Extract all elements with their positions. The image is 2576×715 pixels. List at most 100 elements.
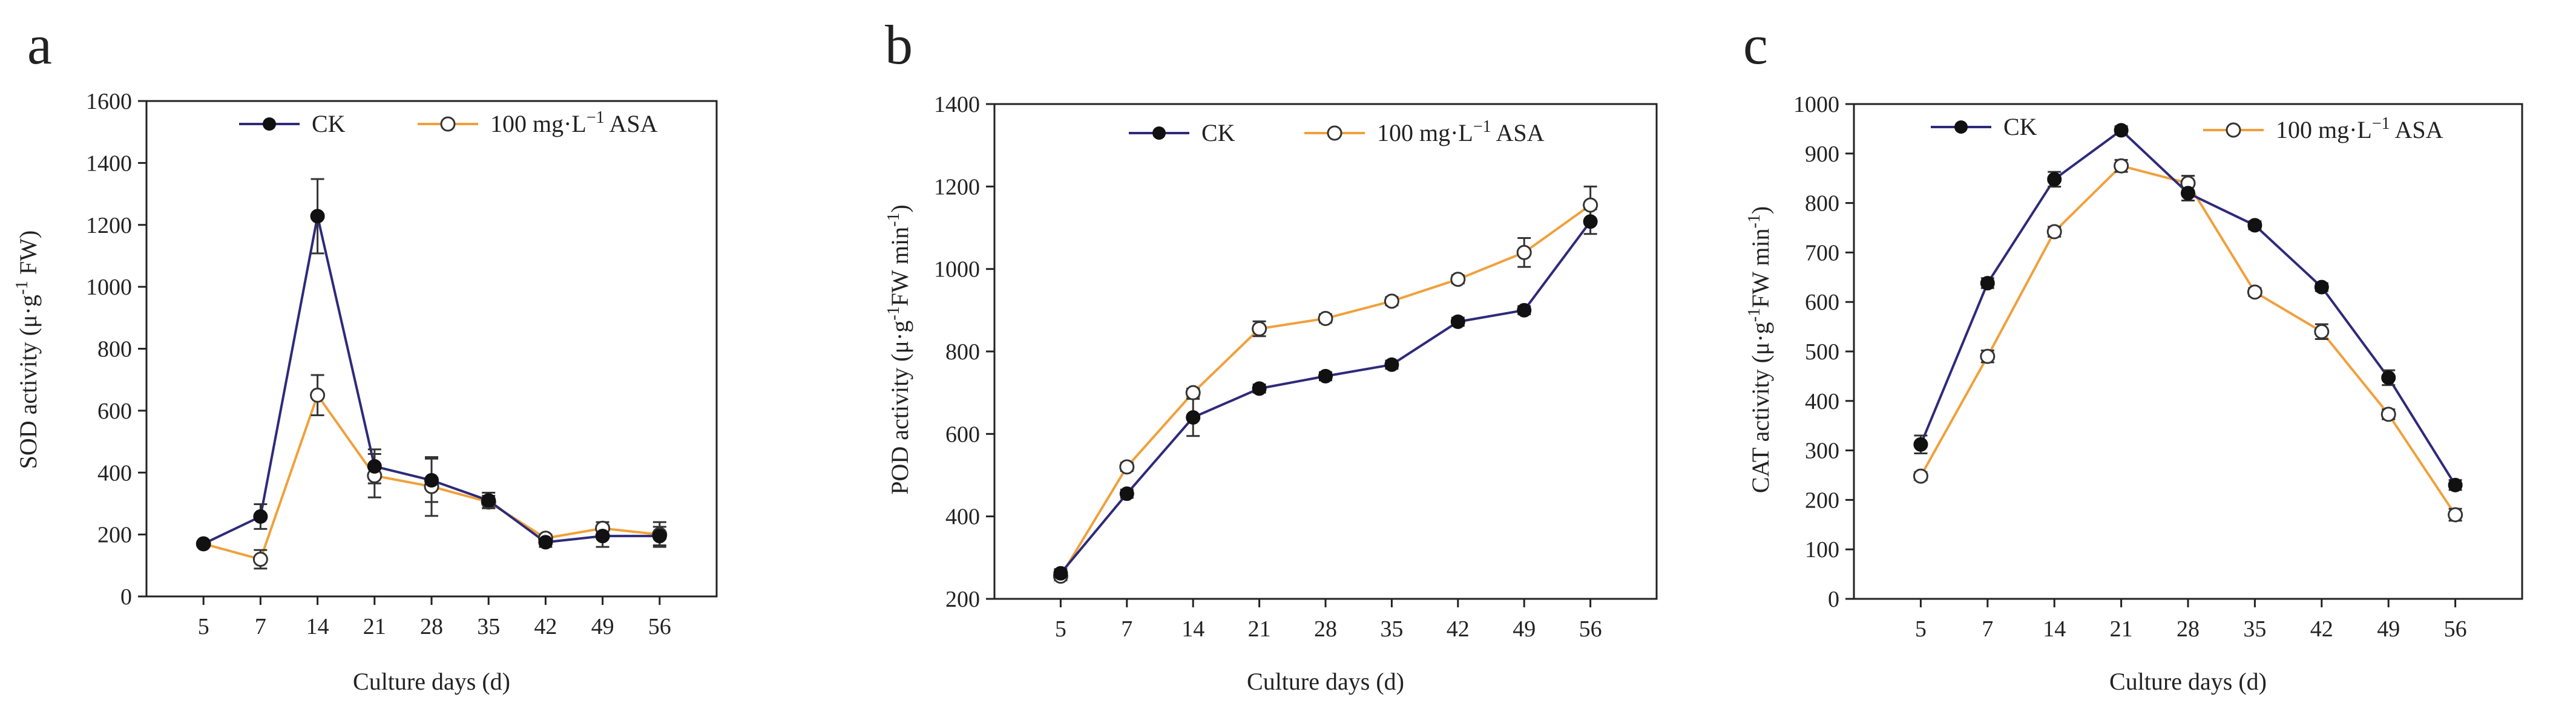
plot-frame	[145, 100, 718, 598]
data-point-ck	[2114, 123, 2129, 138]
legend-marker-ck	[263, 117, 276, 131]
data-point-ck	[1517, 302, 1532, 318]
legend-marker-asa	[1327, 125, 1342, 141]
x-tick-label: 28	[1314, 616, 1337, 642]
x-tick-label: 35	[1380, 616, 1403, 642]
data-point-asa	[2380, 406, 2396, 422]
data-point-ck	[1980, 276, 1995, 291]
data-point-asa	[1450, 272, 1466, 287]
data-point-asa	[1980, 348, 1996, 364]
data-point-asa	[2247, 284, 2262, 300]
x-tick-label: 49	[2377, 616, 2400, 642]
x-tick-label: 56	[2444, 616, 2467, 642]
y-tick-label: 300	[1805, 439, 1839, 464]
x-tick-label: 42	[1447, 616, 1470, 642]
data-point-ck	[1913, 437, 1928, 452]
chart-panel-b: b 200 400 600 800 1000 1200 1400 5 7 14 21 28 35 42 49 5…	[884, 14, 1658, 695]
y-tick-label: 0	[120, 584, 132, 610]
data-point-ck	[1119, 486, 1134, 501]
y-axis-title: CAT activity (μ·g-1FW min-1)	[1745, 206, 1775, 493]
x-tick-label: 21	[363, 614, 386, 639]
x-tick-label: 5	[1055, 616, 1066, 642]
data-point-ck	[253, 509, 268, 524]
x-tick-label: 14	[1181, 616, 1204, 642]
x-tick-label: 49	[1513, 616, 1536, 642]
data-point-asa	[2448, 507, 2463, 523]
x-tick-label: 7	[1982, 616, 1993, 642]
data-point-ck	[1384, 357, 1399, 372]
y-tick-label: 1000	[934, 257, 980, 282]
x-tick-label: 21	[2110, 616, 2133, 642]
data-point-asa	[1384, 293, 1399, 309]
y-tick-label: 1400	[86, 151, 132, 176]
panel-letter: b	[885, 14, 913, 76]
data-point-asa	[1318, 310, 1333, 326]
data-point-ck	[1450, 314, 1465, 329]
data-point-ck	[652, 529, 667, 544]
panel-letter: a	[27, 14, 52, 76]
panel-letter: c	[1743, 14, 1768, 76]
x-tick-label: 28	[2177, 616, 2200, 642]
data-point-ck	[2047, 172, 2062, 187]
y-tick-label: 200	[97, 523, 132, 548]
x-tick-label: 21	[1248, 616, 1271, 642]
data-point-asa	[2314, 324, 2330, 339]
data-point-ck	[1318, 368, 1333, 384]
y-tick-label: 1200	[934, 174, 980, 200]
data-point-asa	[1185, 385, 1201, 400]
y-tick-label: 1000	[86, 275, 132, 300]
data-point-ck	[2247, 218, 2262, 233]
y-tick-label: 1600	[86, 89, 132, 114]
data-point-ck	[2181, 186, 2195, 201]
legend-label-asa: 100 mg·L−1 ASA	[490, 108, 658, 138]
data-point-asa	[2046, 224, 2062, 240]
data-point-asa	[1252, 321, 1267, 337]
chart-panel-a: a 0 200 400 600 800 1000 1200 1400 1600 5 7 14 21 28 35…	[13, 14, 718, 695]
data-point-ck	[538, 535, 553, 550]
y-tick-label: 400	[97, 460, 132, 486]
data-point-ck	[595, 529, 610, 544]
x-tick-label: 14	[2043, 616, 2066, 642]
y-tick-label: 1200	[86, 213, 132, 238]
legend-marker-asa	[2226, 122, 2241, 138]
data-point-ck	[2314, 279, 2329, 295]
y-tick-label: 600	[97, 399, 132, 424]
legend-label-ck: CK	[312, 110, 346, 137]
x-tick-label: 7	[255, 614, 266, 639]
series-line-asa	[1919, 165, 2457, 516]
x-tick-label: 56	[648, 614, 671, 639]
x-tick-label: 42	[534, 614, 557, 639]
data-point-asa	[252, 552, 268, 567]
y-tick-label: 600	[945, 422, 980, 447]
x-tick-label: 56	[1579, 616, 1602, 642]
y-tick-label: 200	[945, 587, 980, 612]
y-tick-label: 200	[1805, 488, 1839, 513]
legend-marker-asa	[440, 116, 456, 132]
y-tick-label: 400	[1805, 389, 1839, 414]
data-point-ck	[196, 536, 211, 551]
plot-frame	[993, 103, 1658, 600]
legend-label-asa: 100 mg·L−1 ASA	[1377, 117, 1545, 147]
chart-panel-c: c 0 100 200 300 400 500 600 700 800 900 1000 5 7 14 21 2…	[1743, 14, 2523, 695]
data-point-ck	[1252, 381, 1267, 396]
x-tick-label: 5	[198, 614, 209, 639]
data-point-ck	[2381, 370, 2396, 385]
x-tick-label: 14	[306, 614, 329, 639]
x-tick-label: 28	[420, 614, 443, 639]
y-tick-label: 700	[1805, 240, 1839, 266]
y-tick-label: 500	[1805, 339, 1839, 365]
legend-label-ck: CK	[2003, 113, 2037, 140]
legend-marker-ck	[1152, 126, 1166, 140]
y-tick-label: 400	[945, 504, 980, 530]
x-axis-title: Culture days (d)	[2109, 668, 2267, 695]
y-axis-title: SOD activity (μ·g-1 FW)	[13, 230, 42, 469]
y-tick-label: 900	[1805, 142, 1839, 167]
data-point-ck	[1583, 214, 1598, 229]
y-tick-label: 100	[1805, 537, 1839, 563]
legend-label-ck: CK	[1201, 119, 1235, 146]
x-axis-title: Culture days (d)	[353, 668, 510, 695]
y-tick-label: 600	[1805, 290, 1839, 315]
y-tick-label: 800	[97, 337, 132, 362]
data-point-asa	[1119, 459, 1135, 475]
